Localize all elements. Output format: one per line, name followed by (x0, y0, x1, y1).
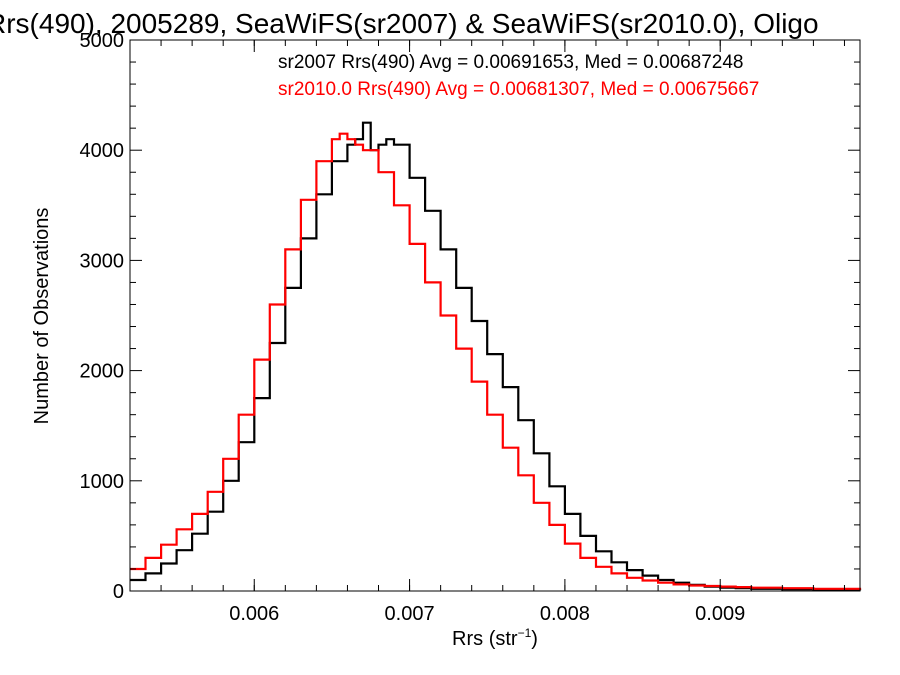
chart-title: Rrs(490), 2005289, SeaWiFS(sr2007) & Sea… (0, 8, 819, 39)
axis-tick-labels: 0.006 0.007 0.008 0.009 0 1000 2000 3000 4000 500… (80, 30, 746, 625)
y-tick-label: 1000 (80, 471, 125, 493)
y-tick-label: 4000 (80, 140, 125, 162)
x-axis-label-close: ) (531, 628, 538, 650)
y-tick-label: 2000 (80, 361, 125, 383)
annotation-sr2010: sr2010.0 Rrs(490) Avg = 0.00681307, Med … (278, 79, 759, 100)
series-line-1 (130, 132, 862, 590)
x-tick-label: 0.008 (540, 603, 590, 625)
plot-frame (129, 39, 861, 592)
annotation-sr2007: sr2007 Rrs(490) Avg = 0.00691653, Med = … (278, 52, 744, 73)
plot-series (130, 121, 862, 591)
series-line-0 (130, 121, 862, 591)
axis-ticks (129, 39, 860, 592)
y-axis-label: Number of Observations (31, 208, 53, 425)
x-tick-label: 0.006 (229, 603, 279, 625)
y-tick-label: 5000 (80, 30, 125, 52)
x-axis-label-superscript: −1 (518, 626, 532, 640)
x-tick-label: 0.009 (695, 603, 745, 625)
x-axis-label: Rrs (str−1) (452, 626, 538, 650)
x-axis-label-main: Rrs (str (452, 628, 518, 650)
y-tick-label: 0 (113, 581, 124, 603)
y-tick-label: 3000 (80, 250, 125, 272)
x-tick-label: 0.007 (385, 603, 435, 625)
